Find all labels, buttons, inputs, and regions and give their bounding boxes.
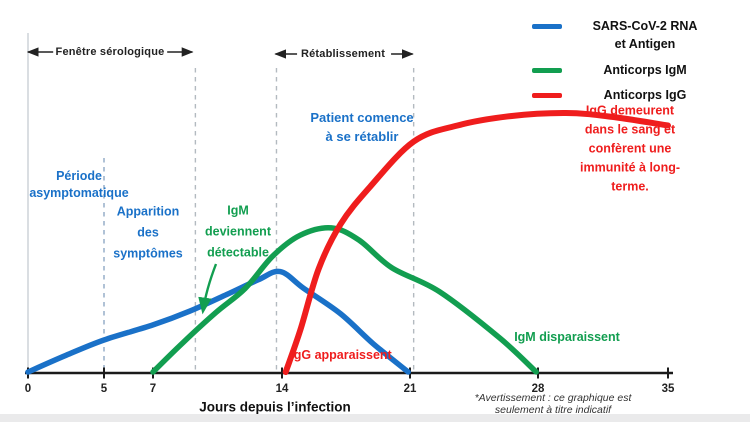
- x-tick-label-21: 21: [403, 383, 417, 395]
- x-tick-label-14: 14: [275, 383, 289, 395]
- x-tick-label-35: 35: [661, 383, 675, 395]
- igm-detectable-label: IgM deviennent détectable: [205, 203, 271, 260]
- curve-igm: [150, 225, 539, 375]
- serological-window-label: Fenêtre sérologique: [55, 46, 165, 58]
- legend-swatch-igg-icon: [532, 92, 562, 98]
- legend-label-rna-antigen: SARS-CoV-2 RNA et Antigen: [592, 19, 698, 51]
- legend-item-igm: Anticorps IgM: [532, 61, 728, 79]
- x-tick-label-28: 28: [531, 383, 545, 395]
- screenshot-bottom-edge: [0, 414, 750, 422]
- x-tick-label-5: 5: [100, 383, 108, 395]
- symptom-onset-label: Apparition des symptômes: [113, 204, 183, 261]
- legend-label-igg: Anticorps IgG: [603, 88, 687, 102]
- legend-item-rna-antigen: SARS-CoV-2 RNA et Antigen: [532, 17, 728, 53]
- curve-igg: [282, 109, 671, 375]
- x-axis-title: Jours depuis l’infection: [199, 399, 351, 415]
- legend-label-igm: Anticorps IgM: [603, 63, 687, 77]
- igg-persist-label: IgG demeurent dans le sang et confèrent …: [580, 103, 680, 194]
- patient-recovering-label: Patient comence à se rétablir: [310, 110, 414, 144]
- recovery-label: Rétablissement: [300, 48, 386, 60]
- legend: SARS-CoV-2 RNA et Antigen Anticorps IgM …: [532, 17, 728, 104]
- legend-swatch-igm-icon: [532, 67, 562, 73]
- igm-detectable-arrow-icon: [198, 263, 218, 315]
- disclaimer-footnote: *Avertissement : ce graphique est seulem…: [474, 392, 632, 416]
- igm-disappear-label: IgM disparaissent: [514, 330, 620, 344]
- legend-swatch-rna-antigen-icon: [532, 24, 562, 29]
- asymptomatic-period-label: Période asymptomatique: [29, 169, 129, 200]
- x-tick-label-0: 0: [24, 383, 32, 395]
- x-tick-label-7: 7: [149, 383, 157, 395]
- legend-item-igg: Anticorps IgG: [532, 86, 728, 104]
- igg-appear-label: IgG apparaissent: [290, 348, 392, 362]
